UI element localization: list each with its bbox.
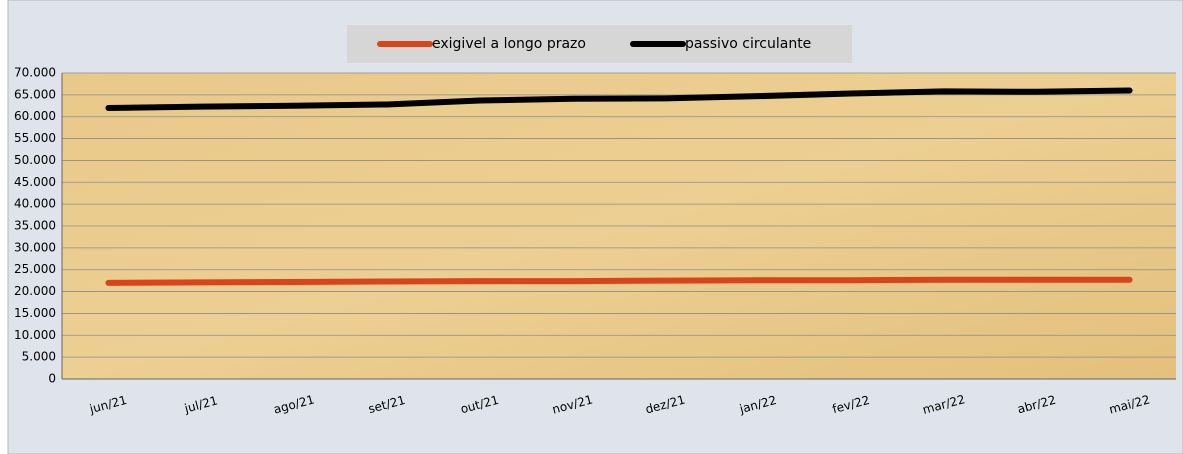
legend-label: passivo circulante [685, 36, 811, 52]
legend-label: exigivel a longo prazo [432, 36, 586, 52]
y-tick-label: 40.000 [14, 197, 56, 211]
y-tick-label: 55.000 [14, 131, 56, 145]
y-tick-label: 65.000 [14, 87, 56, 101]
y-tick-label: 30.000 [14, 240, 56, 254]
line-series [105, 276, 1133, 286]
y-tick-label: 5.000 [22, 350, 56, 364]
y-tick-label: 25.000 [14, 262, 56, 276]
y-tick-label: 35.000 [14, 219, 56, 233]
y-tick-label: 70.000 [14, 66, 56, 80]
y-tick-label: 60.000 [14, 109, 56, 123]
y-tick-label: 15.000 [14, 306, 56, 320]
line-series [105, 87, 1133, 111]
y-tick-label: 0 [48, 372, 56, 386]
y-tick-label: 20.000 [14, 284, 56, 298]
y-tick-label: 50.000 [14, 153, 56, 167]
y-tick-label: 10.000 [14, 328, 56, 342]
y-tick-label: 45.000 [14, 175, 56, 189]
